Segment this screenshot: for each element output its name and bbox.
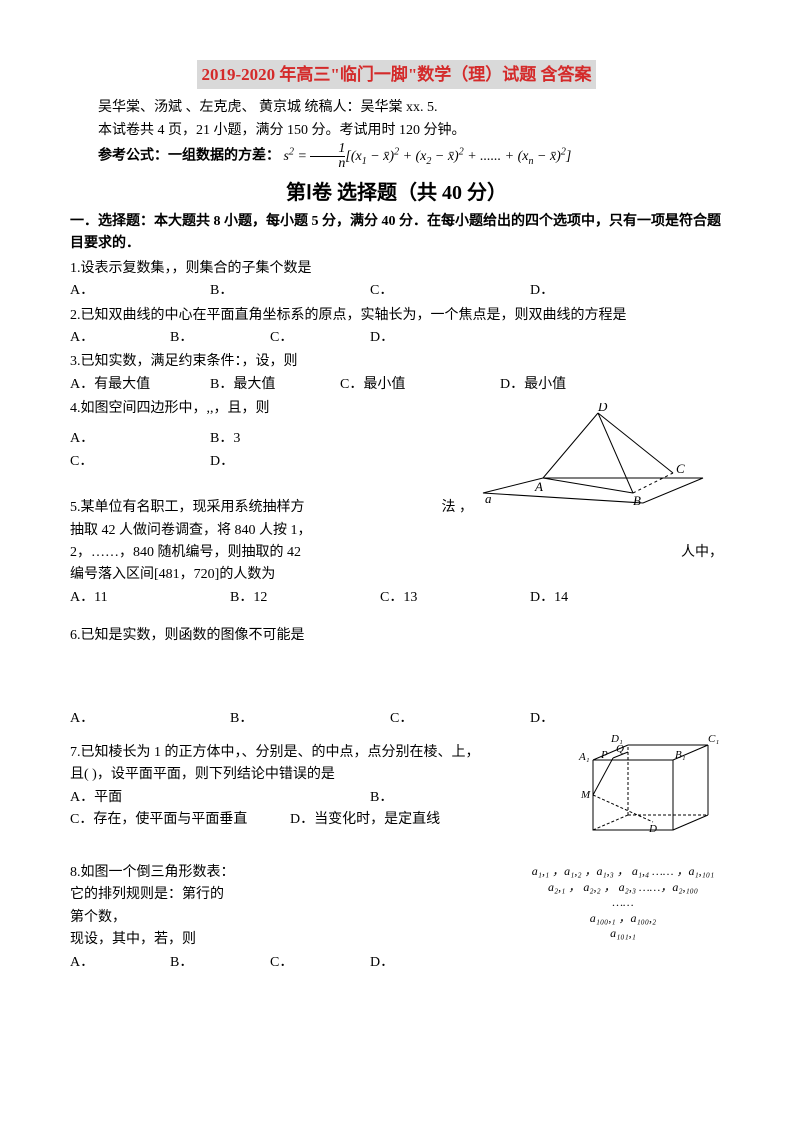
- q5-l1: 5.某单位有名职工，现采用系统抽样方: [70, 497, 360, 519]
- q1-opt-b: B．: [210, 280, 370, 302]
- q4-opt-b: B．3: [210, 428, 240, 450]
- info-line: 本试卷共 4 页，21 小题，满分 150 分。考试用时 120 分钟。: [70, 120, 723, 142]
- q3-opt-d: D．最小值: [500, 374, 566, 396]
- q5-opt-c: C．13: [380, 587, 530, 609]
- q6-opt-c: C．: [390, 708, 530, 730]
- question-3: 3.已知实数，满足约束条件：，设，则 A．有最大值 B．最大值 C．最小值 D．…: [70, 351, 723, 396]
- label-B: B: [633, 493, 641, 508]
- label-P: P: [600, 749, 608, 761]
- section1-instructions: 一．选择题：本大题共 8 小题，每小题 5 分，满分 40 分．在每小题给出的四…: [70, 211, 723, 256]
- q7-opt-c: C．存在，使平面与平面垂直: [70, 809, 290, 831]
- tri-row3: ……: [523, 895, 723, 911]
- label-A: A: [534, 479, 543, 494]
- q3-opt-b: B．最大值: [210, 374, 340, 396]
- formula-line: 参考公式：一组数据的方差： s2 = 1 n [(x1 − x̄)2 + (x2…: [70, 142, 723, 171]
- q6-opt-d: D．: [530, 708, 554, 730]
- q5-opt-a: A．11: [70, 587, 230, 609]
- q8-opt-a: A．: [70, 952, 170, 974]
- question-1: 1.设表示复数集，，则集合的子集个数是 A． B． C． D．: [70, 258, 723, 303]
- q1-text: 1.设表示复数集，，则集合的子集个数是: [70, 258, 723, 280]
- q3-text: 3.已知实数，满足约束条件：，设，则: [70, 351, 723, 373]
- page-title: 2019-2020 年高三"临门一脚"数学（理）试题 含答案: [197, 60, 595, 89]
- authors-line: 吴华棠、汤斌 、左克虎、 黄京城 统稿人：吴华棠 xx. 5.: [70, 97, 723, 119]
- q2-options: A． B． C． D．: [70, 327, 723, 349]
- question-2: 2.已知双曲线的中心在平面直角坐标系的原点，实轴长为，一个焦点是，则双曲线的方程…: [70, 305, 723, 350]
- tri-row1: a₁,₁ ，a₁,₂ ，a₁,₃ ， a₁,₄ …… ，a₁,₁₀₁: [523, 864, 723, 880]
- label-Q: Q: [616, 743, 624, 755]
- q4-opt-c: C．: [70, 451, 210, 473]
- q7-options-row1: A．平面 B．: [70, 787, 573, 809]
- q7-options-row2: C．存在，使平面与平面垂直 D．当变化时，是定直线: [70, 809, 573, 831]
- label-D: D: [648, 823, 657, 835]
- q7-opt-b: B．: [370, 787, 393, 809]
- q5-options: A．11 B．12 C．13 D．14: [70, 587, 723, 609]
- spatial-quadrilateral-diagram: D C A B a: [473, 403, 713, 523]
- label-M: M: [580, 789, 591, 801]
- q5-l3: 2，……，840 随机编号，则抽取的 42: [70, 542, 360, 564]
- q2-opt-c: C．: [270, 327, 370, 349]
- title-wrap: 2019-2020 年高三"临门一脚"数学（理）试题 含答案: [70, 60, 723, 89]
- q5-opt-b: B．12: [230, 587, 380, 609]
- q3-opt-a: A．有最大值: [70, 374, 210, 396]
- q7-opt-d: D．当变化时，是定直线: [290, 809, 440, 831]
- section1-title: 第Ⅰ卷 选择题（共 40 分）: [70, 177, 723, 209]
- label-a: a: [485, 491, 492, 506]
- question-6: 6.已知是实数，则函数的图像不可能是 A． B． C． D．: [70, 625, 723, 730]
- label-A1: A₁: [578, 751, 590, 763]
- q2-text: 2.已知双曲线的中心在平面直角坐标系的原点，实轴长为，一个焦点是，则双曲线的方程…: [70, 305, 723, 327]
- q7-opt-a: A．平面: [70, 787, 370, 809]
- q1-opt-d: D．: [530, 280, 554, 302]
- q2-opt-d: D．: [370, 327, 394, 349]
- tri-row5: a₁₀₁,₁: [523, 926, 723, 942]
- label-C: C: [676, 461, 685, 476]
- label-C1: C₁: [708, 733, 719, 745]
- q5-opt-d: D．14: [530, 587, 568, 609]
- q4-opt-a: A．: [70, 428, 210, 450]
- q3-opt-c: C．最小值: [340, 374, 500, 396]
- q6-opt-a: A．: [70, 708, 230, 730]
- q5-l4: 编号落入区间[481，720]的人数为: [70, 564, 723, 586]
- cube-diagram: D₁ C₁ A₁ B₁ P Q M D: [573, 730, 723, 850]
- label-B1: B₁: [675, 749, 686, 761]
- q6-text: 6.已知是实数，则函数的图像不可能是: [70, 625, 723, 647]
- q6-opt-b: B．: [230, 708, 390, 730]
- q1-opt-a: A．: [70, 280, 210, 302]
- q3-options: A．有最大值 B．最大值 C．最小值 D．最小值: [70, 374, 723, 396]
- q5-r1: 法 ，: [442, 497, 474, 519]
- label-D: D: [597, 403, 608, 414]
- q2-opt-b: B．: [170, 327, 270, 349]
- tri-row2: a₂,₁ ， a₂,₂ ， a₂,₃ ……，a₂,₁₀₀: [523, 880, 723, 896]
- q1-options: A． B． C． D．: [70, 280, 723, 302]
- q8-opt-b: B．: [170, 952, 270, 974]
- q8-opt-d: D．: [370, 952, 394, 974]
- formula-label: 参考公式：一组数据的方差：: [98, 149, 280, 164]
- triangle-number-table: a₁,₁ ，a₁,₂ ，a₁,₃ ， a₁,₄ …… ，a₁,₁₀₁ a₂,₁ …: [523, 864, 723, 942]
- variance-formula: s2 = 1 n [(x1 − x̄)2 + (x2 − x̄)2 + ....…: [284, 149, 572, 164]
- q4-opt-d: D．: [210, 451, 234, 473]
- q6-options: A． B． C． D．: [70, 708, 723, 730]
- q1-opt-c: C．: [370, 280, 530, 302]
- q8-opt-c: C．: [270, 952, 370, 974]
- q8-options: A． B． C． D．: [70, 952, 723, 974]
- tri-row4: a₁₀₀,₁ ，a₁₀₀,₂: [523, 911, 723, 927]
- q5-r3: 人中，: [681, 542, 723, 564]
- q2-opt-a: A．: [70, 327, 170, 349]
